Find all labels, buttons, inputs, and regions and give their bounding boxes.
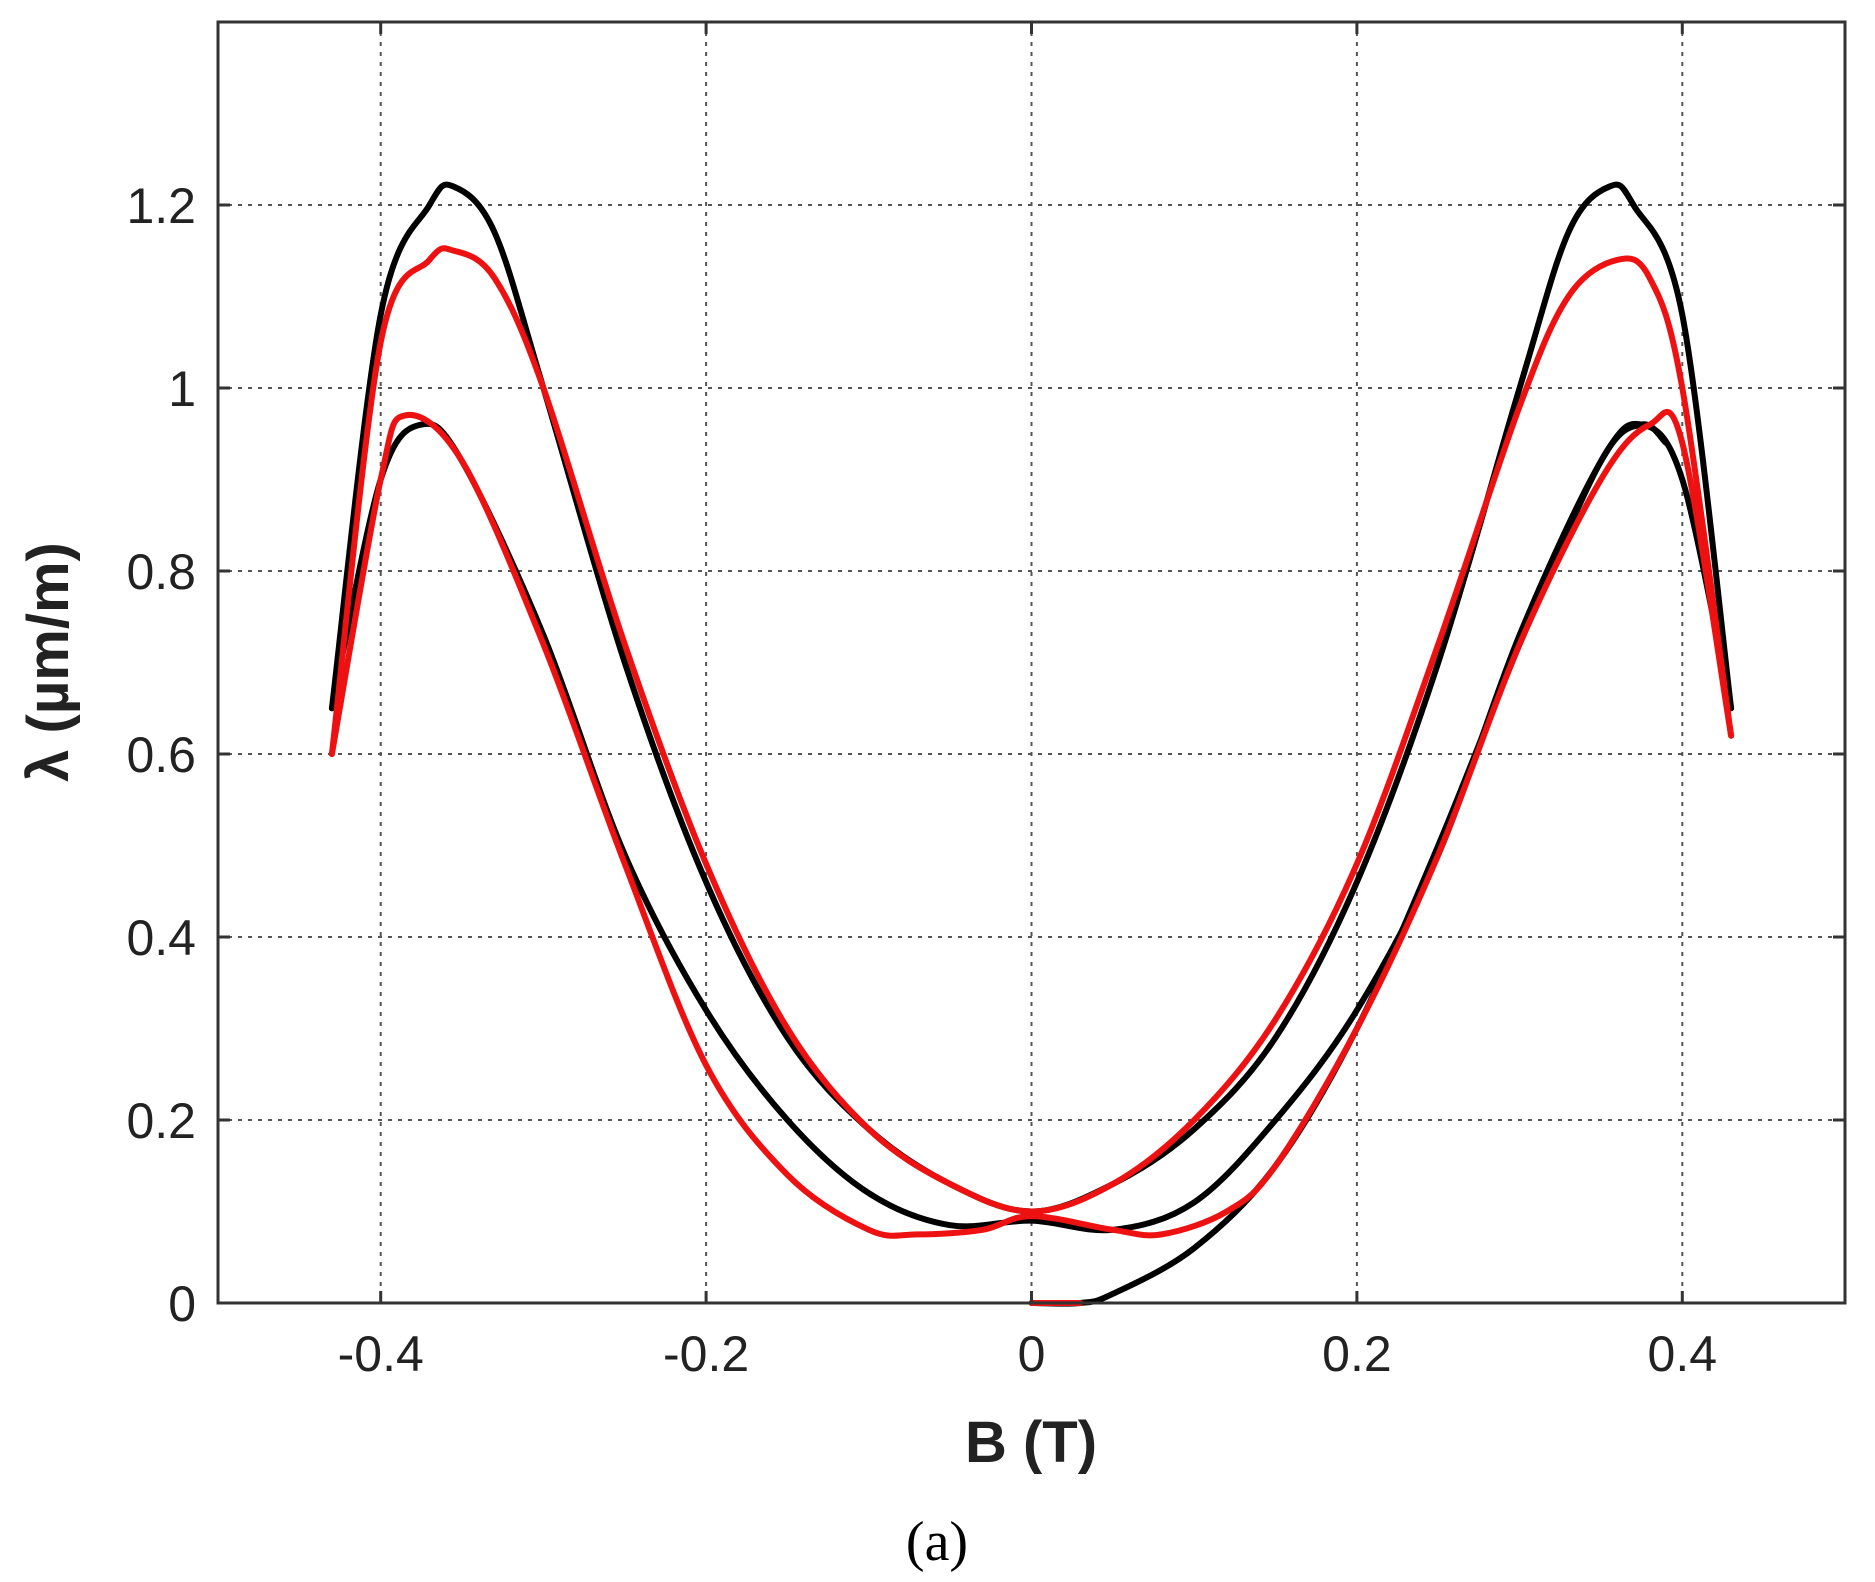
x-tick-label: -0.4 [338, 1326, 424, 1382]
y-tick-label: 0.6 [126, 727, 196, 783]
x-tick-label: 0 [1018, 1326, 1046, 1382]
red-series-line [328, 409, 1735, 1239]
x-tick-label: 0.2 [1322, 1326, 1392, 1382]
figure-caption: (a) [906, 1511, 968, 1573]
x-tick-label: -0.2 [663, 1326, 749, 1382]
y-tick-label: 1.2 [126, 178, 196, 234]
x-tick-label: 0.4 [1648, 1326, 1718, 1382]
red-series-line [328, 245, 1735, 1215]
y-axis-label: λ (µm/m) [16, 542, 81, 782]
y-tick-label: 1 [168, 361, 196, 417]
y-tick-label: 0.2 [126, 1093, 196, 1149]
series-lines [328, 181, 1735, 1307]
y-tick-label: 0 [168, 1276, 196, 1332]
x-axis-label: B (T) [965, 1410, 1097, 1475]
axis-ticks: -0.4 -0.2 0 0.2 0.4 0 0.2 0.4 0.6 0.8 1 1.2 [126, 22, 1845, 1382]
y-tick-label: 0.4 [126, 910, 196, 966]
grid-lines [218, 22, 1845, 1304]
y-tick-label: 0.8 [126, 544, 196, 600]
